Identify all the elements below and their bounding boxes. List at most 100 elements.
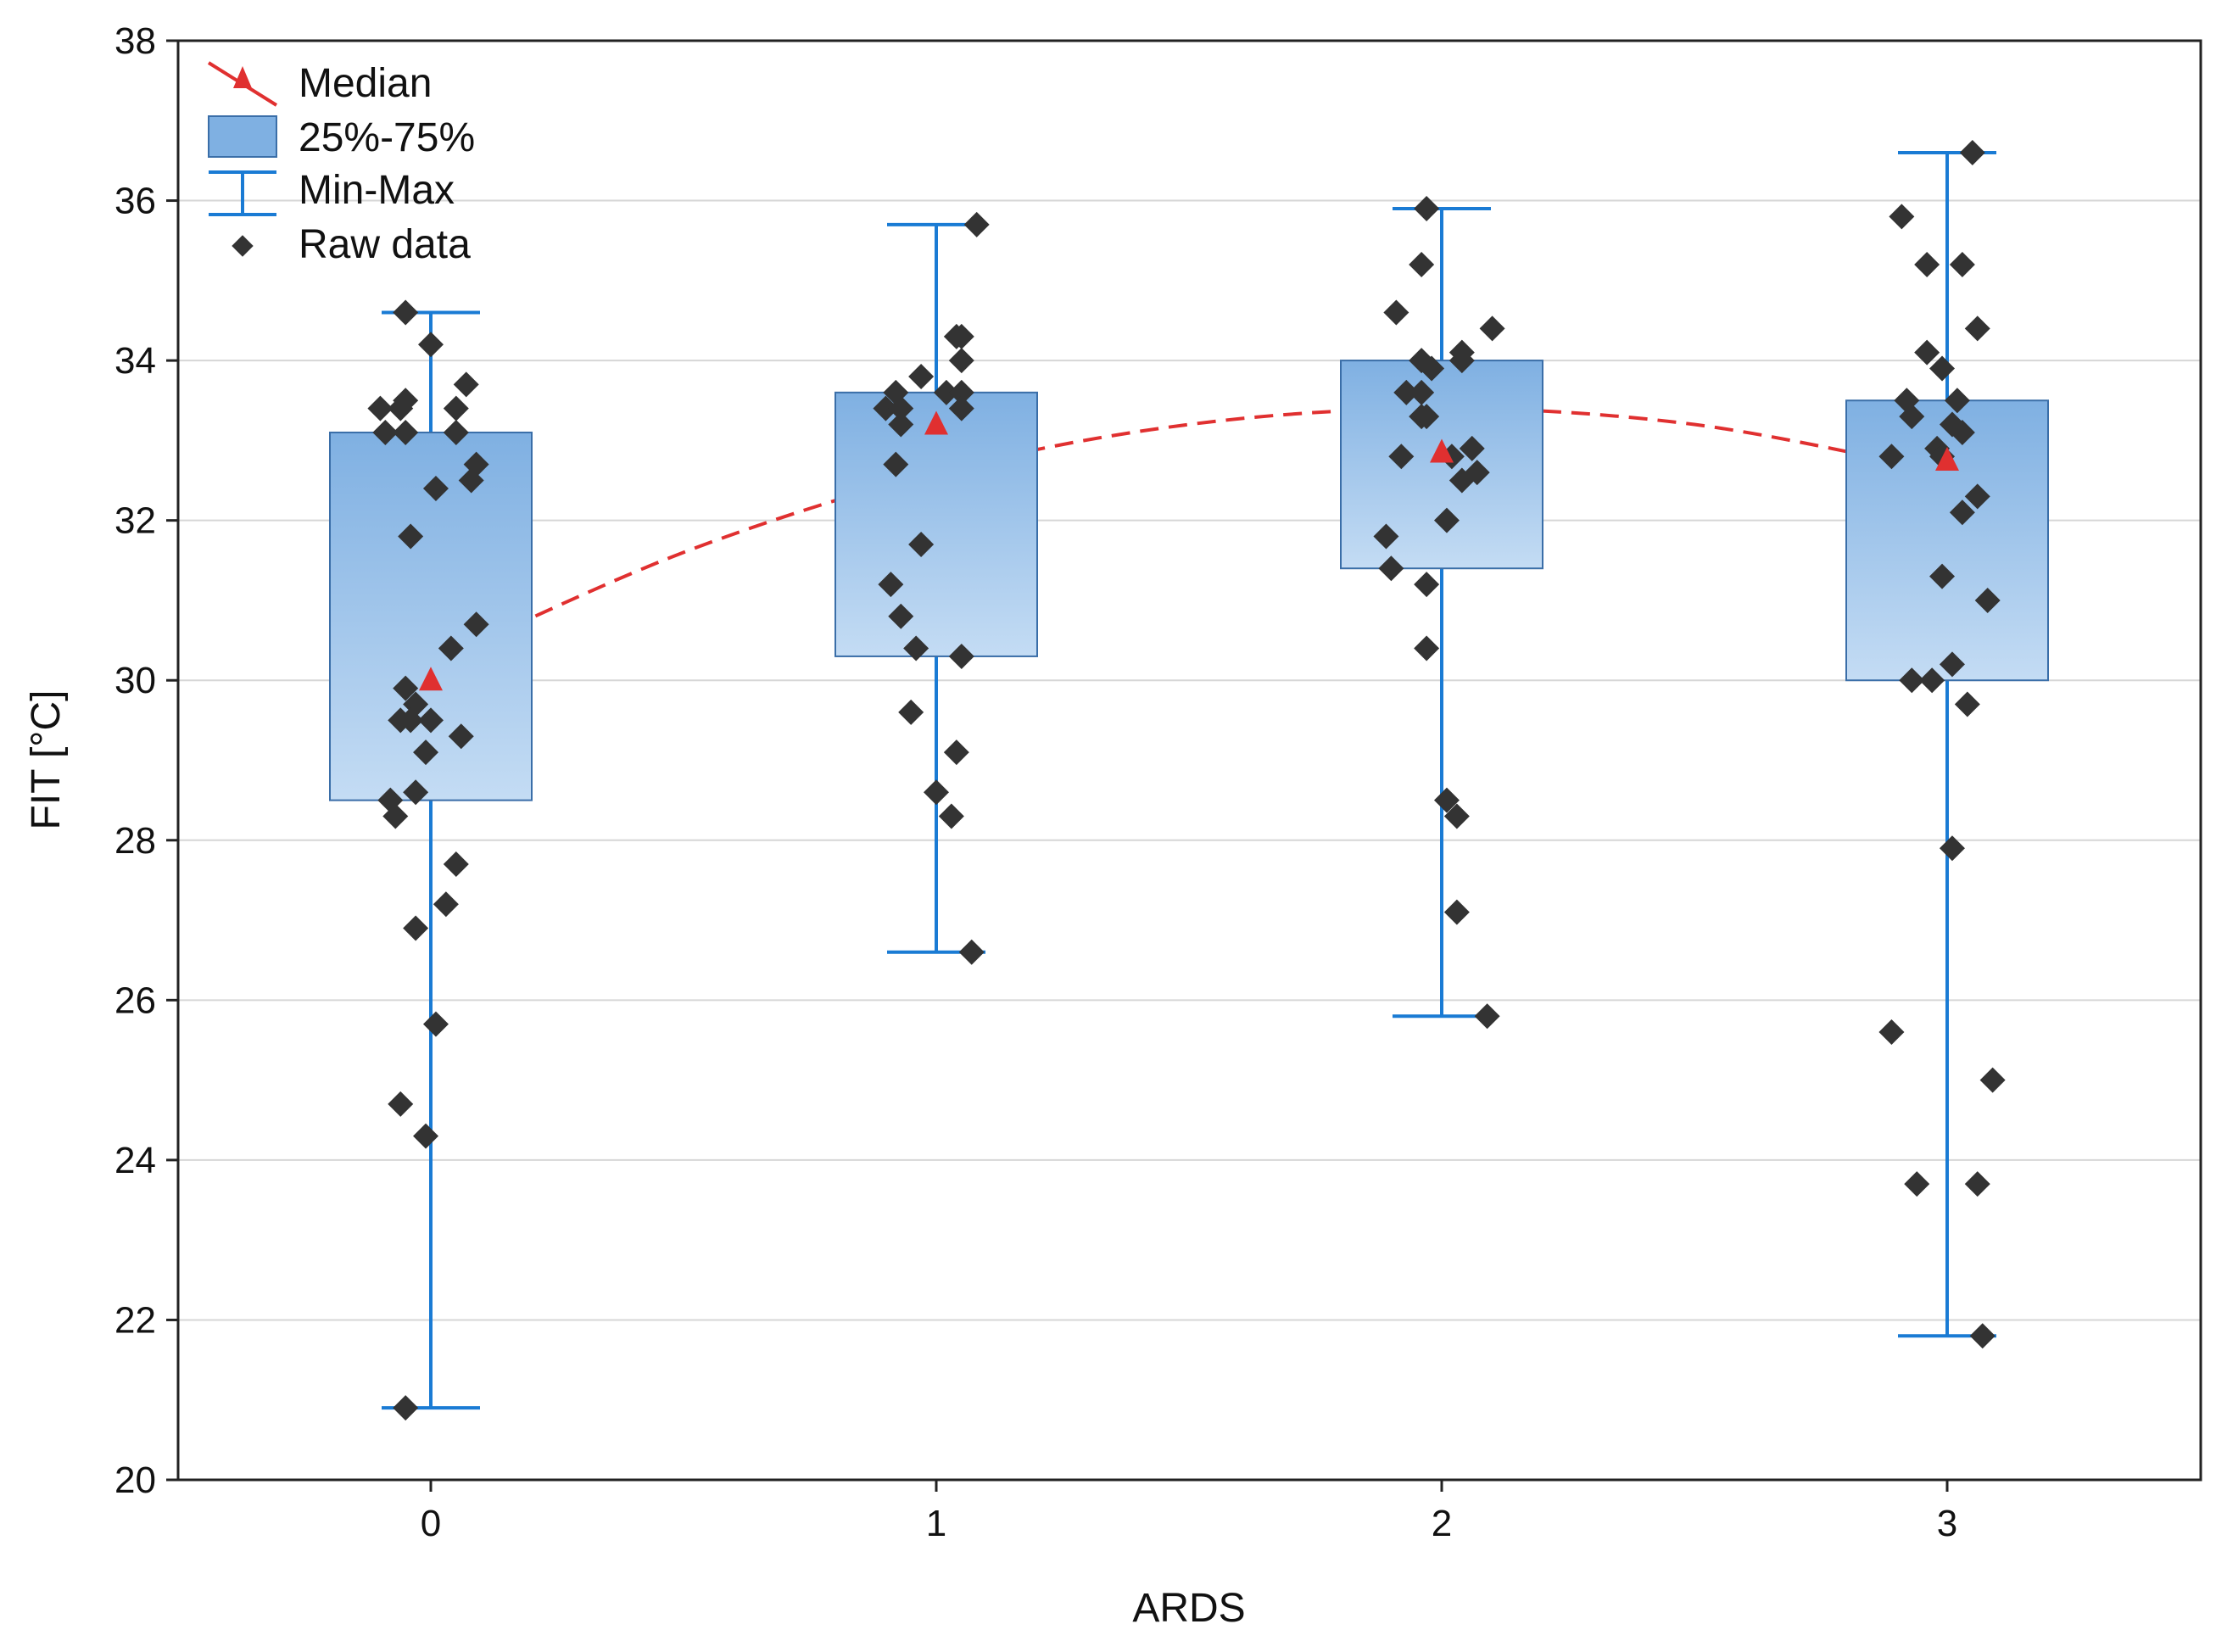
raw-data-point: [443, 851, 469, 878]
raw-data-point: [898, 699, 924, 725]
raw-data-point: [388, 1091, 414, 1117]
raw-data-point: [453, 371, 479, 398]
raw-data-point: [413, 739, 439, 766]
raw-data-point: [1419, 355, 1445, 382]
raw-data-point: [888, 395, 914, 421]
raw-data-point: [1443, 899, 1470, 925]
raw-data-point: [367, 395, 394, 421]
raw-data-point: [1393, 379, 1420, 405]
raw-data-point: [1448, 467, 1475, 494]
legend-label-minmax: Min-Max: [299, 168, 455, 213]
raw-data-point: [948, 395, 974, 421]
raw-data-point: [393, 1395, 419, 1421]
raw-data-point: [963, 211, 990, 237]
raw-data-point: [1939, 651, 1965, 678]
raw-data-point: [1929, 563, 1956, 589]
legend-item-box: 25%-75%: [208, 115, 475, 160]
raw-data-point: [372, 419, 399, 445]
raw-data-point: [1433, 507, 1460, 533]
raw-data-point: [1414, 404, 1440, 430]
raw-data-point: [393, 299, 419, 326]
raw-data-point: [903, 635, 929, 661]
raw-data-point: [1899, 404, 1925, 430]
raw-data-point: [418, 332, 444, 358]
raw-data-point: [1459, 435, 1485, 461]
raw-data-point: [1448, 348, 1475, 374]
whisker-icon: [209, 170, 276, 216]
legend-label-box: 25%-75%: [299, 115, 475, 160]
raw-data-point: [393, 388, 419, 414]
raw-data-point: [888, 603, 914, 629]
raw-data-point: [948, 348, 974, 374]
raw-data-point: [1889, 204, 1915, 230]
raw-data-point: [1964, 1171, 1990, 1197]
y-tick-label: 36: [114, 181, 156, 222]
median-layer: [419, 410, 1959, 691]
raw-data-point: [908, 531, 935, 557]
raw-data-point: [883, 451, 909, 477]
iqr-box: [1340, 360, 1543, 570]
x-tick-label: 3: [1937, 1503, 1957, 1544]
raw-data-point: [1964, 315, 1990, 342]
y-tick-label: 28: [114, 820, 156, 862]
legend-item-raw: Raw data: [232, 222, 471, 267]
raw-data-point: [1433, 787, 1460, 813]
raw-data-point: [1949, 251, 1975, 277]
raw-data-point: [463, 611, 489, 638]
raw-data-point: [948, 643, 974, 669]
x-tick-label: 2: [1432, 1503, 1452, 1544]
raw-data-point: [443, 395, 469, 421]
raw-data-point: [958, 939, 985, 965]
y-tick-label: 24: [114, 1140, 156, 1181]
y-axis-title: FIT [°C]: [24, 690, 69, 830]
raw-data-layer: [367, 139, 2006, 1421]
raw-data-point: [1969, 1323, 1996, 1349]
raw-data-point: [1479, 315, 1505, 342]
diamond-icon: [232, 235, 254, 257]
raw-data-point: [403, 779, 429, 806]
legend-item-minmax: Min-Max: [209, 168, 455, 216]
raw-data-point: [443, 419, 469, 445]
raw-data-point: [422, 1011, 449, 1037]
legend-label-median: Median: [299, 61, 432, 106]
raw-data-point: [1414, 635, 1440, 661]
raw-data-point: [403, 915, 429, 941]
raw-data-point: [1914, 251, 1940, 277]
x-tick-label: 0: [421, 1503, 441, 1544]
trend-layer: [430, 406, 1948, 667]
raw-data-point: [1414, 572, 1440, 598]
raw-data-point: [433, 891, 459, 918]
legend-label-raw: Raw data: [299, 222, 471, 267]
median-marker: [419, 667, 443, 691]
raw-data-point: [1388, 444, 1415, 470]
raw-data-point: [1974, 587, 2001, 613]
raw-data-point: [933, 379, 959, 405]
plot-frame: [176, 39, 2202, 1482]
raw-data-point: [382, 803, 409, 829]
raw-data-point: [448, 723, 474, 750]
raw-data-point: [1959, 139, 1985, 165]
median-marker: [1430, 438, 1454, 463]
x-tick-label: 1: [926, 1503, 946, 1544]
raw-data-point: [1929, 355, 1956, 382]
median-marker: [1935, 446, 1959, 471]
raw-data-point: [943, 739, 969, 766]
raw-data-point: [1878, 444, 1905, 470]
box-icon: [208, 115, 277, 158]
raw-data-point: [908, 363, 935, 389]
y-tick-label: 38: [114, 20, 156, 62]
raw-data-point: [393, 675, 419, 701]
raw-data-point: [1904, 1171, 1930, 1197]
y-tick-label: 20: [114, 1459, 156, 1501]
iqr-box: [1845, 399, 2049, 682]
raw-data-point: [1944, 388, 1970, 414]
raw-data-point: [1383, 299, 1409, 326]
raw-data-point: [1474, 1003, 1500, 1030]
y-tick-label: 26: [114, 979, 156, 1021]
raw-data-point: [938, 803, 964, 829]
raw-data-point: [888, 411, 914, 438]
raw-data-point: [1443, 803, 1470, 829]
legend-item-median: Median: [207, 61, 432, 107]
